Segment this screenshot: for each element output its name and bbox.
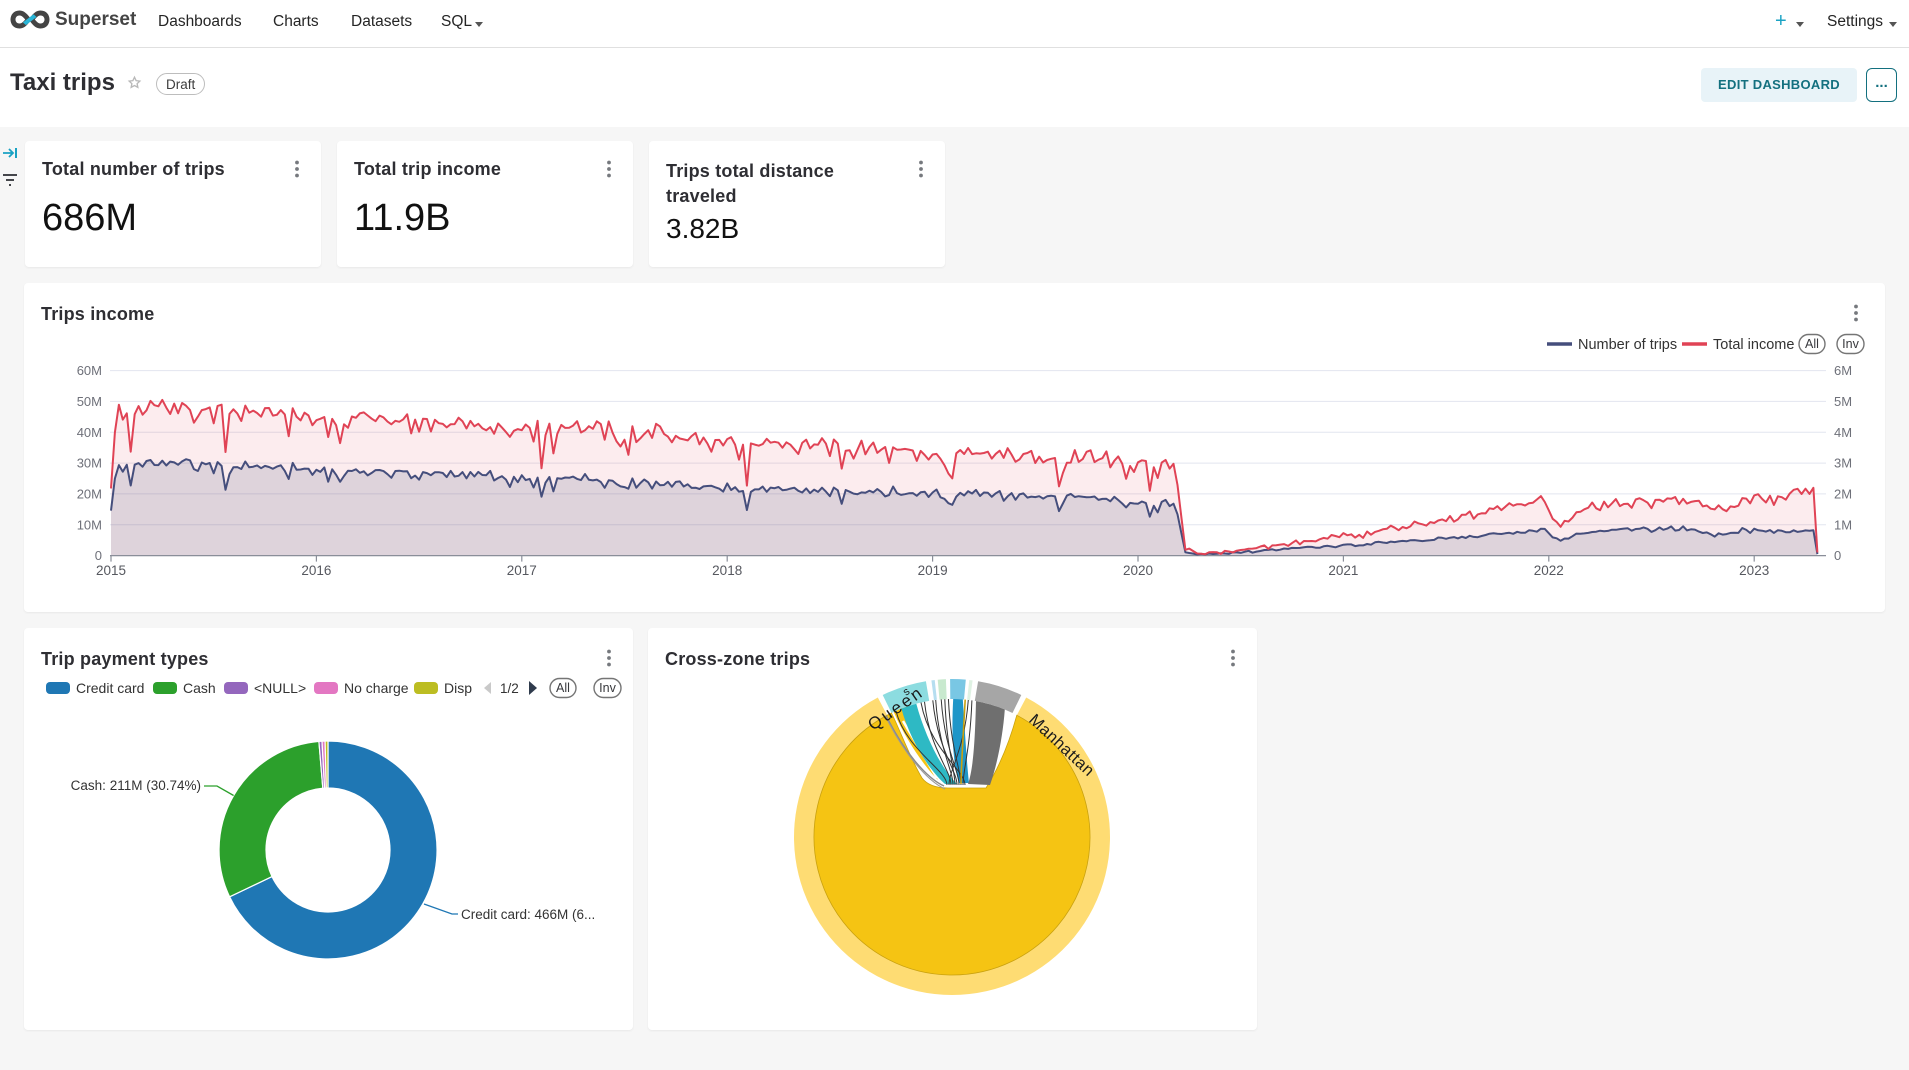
svg-text:50M: 50M	[77, 394, 102, 409]
svg-text:1/2: 1/2	[500, 681, 519, 696]
svg-text:5M: 5M	[1834, 394, 1852, 409]
svg-text:2015: 2015	[96, 563, 126, 578]
svg-text:2017: 2017	[507, 563, 537, 578]
svg-text:3M: 3M	[1834, 456, 1852, 471]
svg-text:40M: 40M	[77, 425, 102, 440]
svg-text:0: 0	[1834, 548, 1841, 563]
svg-text:Cash: 211M (30.74%): Cash: 211M (30.74%)	[71, 778, 201, 793]
svg-text:2020: 2020	[1123, 563, 1153, 578]
svg-text:2018: 2018	[712, 563, 742, 578]
svg-text:2019: 2019	[918, 563, 948, 578]
svg-text:Number of trips: Number of trips	[1578, 337, 1677, 353]
svg-text:20M: 20M	[77, 486, 102, 501]
svg-text:Cash: Cash	[183, 680, 216, 696]
svg-text:0: 0	[95, 548, 102, 563]
svg-text:Credit card: 466M (6...: Credit card: 466M (6...	[461, 907, 595, 922]
svg-text:All: All	[1805, 337, 1819, 351]
svg-text:1M: 1M	[1834, 517, 1852, 532]
svg-text:s: s	[901, 685, 913, 698]
svg-text:Inv: Inv	[1842, 337, 1859, 351]
svg-text:2M: 2M	[1834, 486, 1852, 501]
svg-text:2022: 2022	[1534, 563, 1564, 578]
svg-text:No charge: No charge	[344, 680, 409, 696]
svg-text:60M: 60M	[77, 363, 102, 378]
svg-text:Total income: Total income	[1713, 337, 1794, 353]
svg-text:2016: 2016	[301, 563, 331, 578]
svg-text:10M: 10M	[77, 517, 102, 532]
svg-text:<NULL>: <NULL>	[254, 680, 306, 696]
svg-text:Inv: Inv	[599, 681, 616, 695]
svg-text:2021: 2021	[1328, 563, 1358, 578]
svg-text:4M: 4M	[1834, 425, 1852, 440]
svg-text:All: All	[556, 681, 570, 695]
svg-text:6M: 6M	[1834, 363, 1852, 378]
svg-text:Disp: Disp	[444, 680, 472, 696]
svg-text:2023: 2023	[1739, 563, 1769, 578]
svg-text:Credit card: Credit card	[76, 680, 144, 696]
svg-text:30M: 30M	[77, 456, 102, 471]
